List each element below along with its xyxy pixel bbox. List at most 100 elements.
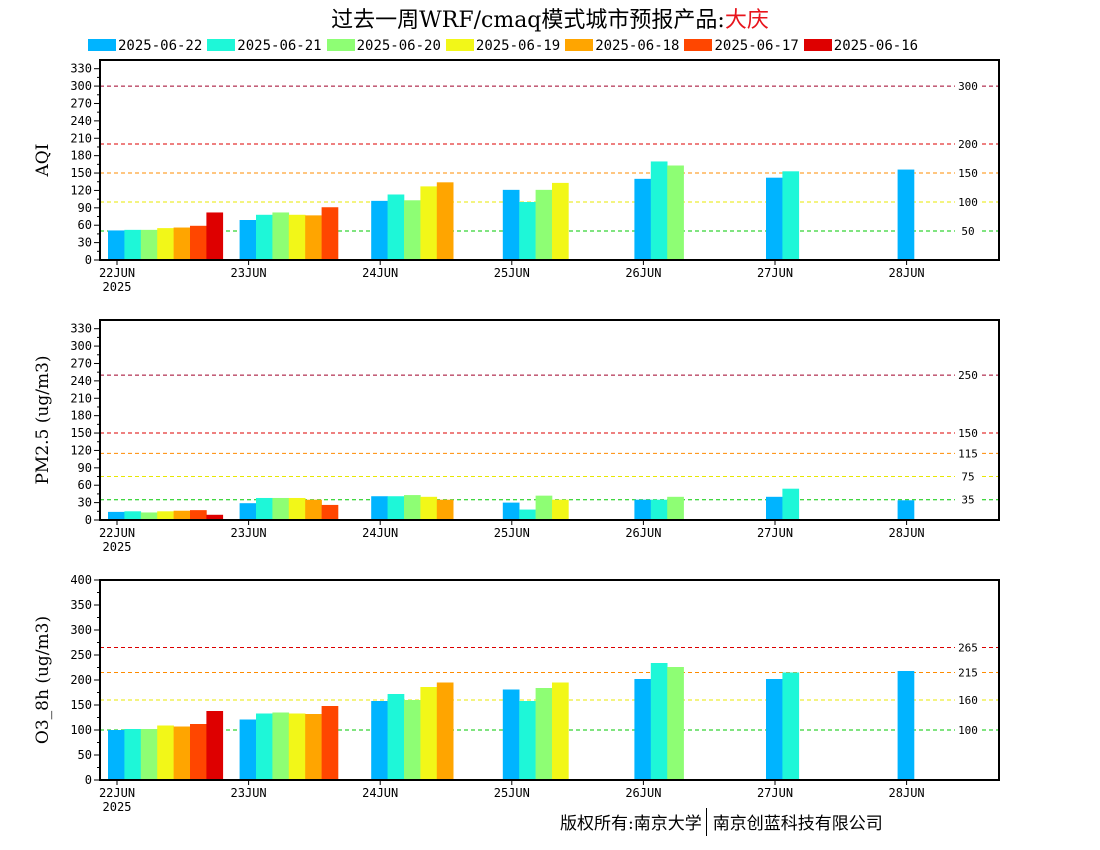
bar	[256, 497, 273, 520]
threshold-label-bg	[955, 493, 981, 506]
threshold-label-bg	[955, 724, 981, 736]
threshold-label: 250	[958, 369, 978, 382]
bar	[108, 230, 125, 260]
legend-item: 2025-06-21	[207, 37, 322, 54]
x-tick-label: 25JUN	[494, 526, 530, 540]
bar	[190, 510, 207, 520]
x-tick-label: 24JUN	[362, 266, 398, 280]
x-tick-label: 27JUN	[757, 526, 793, 540]
bar	[108, 730, 125, 780]
y-tick-label: 150	[70, 166, 92, 180]
x-tick-label: 24JUN	[362, 786, 398, 800]
bar	[108, 511, 125, 520]
x-tick-label: 25JUN	[494, 266, 530, 280]
bar	[766, 177, 783, 260]
legend-item: 2025-06-16	[803, 38, 918, 54]
copyright-footer: 版权所有:南京大学 南京创蓝科技有限公司	[560, 808, 883, 836]
x-year-label: 2025	[103, 540, 132, 554]
bar	[206, 514, 224, 520]
threshold-label-bg	[955, 369, 981, 382]
chart-title-city: 大庆	[724, 8, 769, 33]
legend-item: 2025-06-22	[88, 38, 202, 54]
threshold-label: 75	[961, 471, 974, 484]
bar	[288, 713, 306, 780]
y-tick-label: 300	[70, 339, 92, 353]
threshold-label-bg	[955, 138, 981, 151]
x-tick-label: 23JUN	[231, 266, 267, 280]
bar	[206, 711, 224, 780]
bar	[140, 229, 158, 260]
bar	[436, 182, 454, 260]
legend-item: 2025-06-19	[445, 37, 561, 54]
bar	[535, 495, 553, 520]
bar	[272, 212, 290, 260]
bar	[157, 228, 174, 260]
y-tick-label: 400	[70, 573, 92, 587]
y-axis-label: PM2.5 (ug/m3)	[33, 355, 53, 484]
y-tick-label: 300	[70, 79, 92, 93]
y-tick-label: 270	[70, 356, 92, 370]
x-tick-label: 25JUN	[494, 786, 530, 800]
bar	[173, 510, 191, 520]
bar	[519, 509, 536, 520]
bar	[766, 496, 783, 520]
bar	[239, 220, 257, 260]
bar	[897, 671, 915, 780]
y-tick-label: 180	[70, 409, 92, 423]
chart-title: 过去一周WRF/cmaq模式城市预报产品:大庆	[0, 2, 1100, 34]
bar	[420, 687, 438, 780]
bar	[387, 194, 405, 260]
threshold-label-bg	[955, 225, 981, 238]
bar	[305, 714, 322, 780]
y-tick-label: 90	[78, 201, 92, 215]
legend-swatch	[803, 38, 832, 51]
x-year-label: 2025	[103, 280, 132, 294]
y-tick-label: 120	[70, 183, 92, 197]
legend-label: 2025-06-17	[714, 37, 799, 54]
x-tick-label: 26JUN	[625, 266, 661, 280]
bar	[157, 725, 174, 780]
y-tick-label: 0	[85, 773, 92, 787]
bar	[305, 499, 322, 520]
y-tick-label: 210	[70, 131, 92, 145]
x-tick-label: 26JUN	[625, 526, 661, 540]
legend-label: 2025-06-19	[475, 37, 561, 54]
bar	[387, 496, 405, 520]
x-year-label: 2025	[103, 800, 132, 814]
bar	[650, 663, 668, 780]
threshold-label: 100	[958, 196, 978, 209]
threshold-label: 100	[958, 724, 978, 737]
y-tick-label: 180	[70, 149, 92, 163]
y-tick-label: 200	[70, 673, 92, 687]
bar	[436, 682, 454, 780]
y-tick-label: 210	[70, 391, 92, 405]
bar	[173, 227, 191, 260]
x-tick-label: 24JUN	[362, 526, 398, 540]
chart-panel-2: 35 75 115 150 250 0 30 60 90 120 150 180 210 240 270 30…	[33, 319, 1000, 554]
bar	[436, 499, 454, 520]
bar	[634, 499, 652, 520]
x-tick-label: 23JUN	[231, 526, 267, 540]
threshold-label: 265	[958, 642, 978, 655]
bar	[519, 202, 536, 260]
bar	[321, 207, 339, 260]
threshold-label-bg	[955, 641, 981, 654]
bar	[190, 225, 207, 260]
bar	[667, 496, 684, 520]
bar	[782, 488, 800, 520]
chart-title-text: 过去一周WRF/cmaq模式城市预报产品:	[331, 8, 725, 33]
y-tick-label: 150	[70, 426, 92, 440]
threshold-label: 115	[958, 447, 978, 460]
y-tick-label: 50	[78, 748, 92, 762]
bar	[371, 200, 388, 260]
x-tick-label: 28JUN	[889, 526, 925, 540]
y-tick-label: 60	[78, 478, 92, 492]
legend-swatch	[684, 38, 713, 51]
bar	[404, 200, 421, 260]
bar	[124, 729, 142, 780]
y-tick-label: 270	[70, 96, 92, 110]
threshold-label: 150	[958, 427, 978, 440]
threshold-label: 50	[961, 225, 974, 238]
legend-label: 2025-06-21	[237, 37, 322, 54]
y-tick-label: 330	[70, 322, 92, 336]
